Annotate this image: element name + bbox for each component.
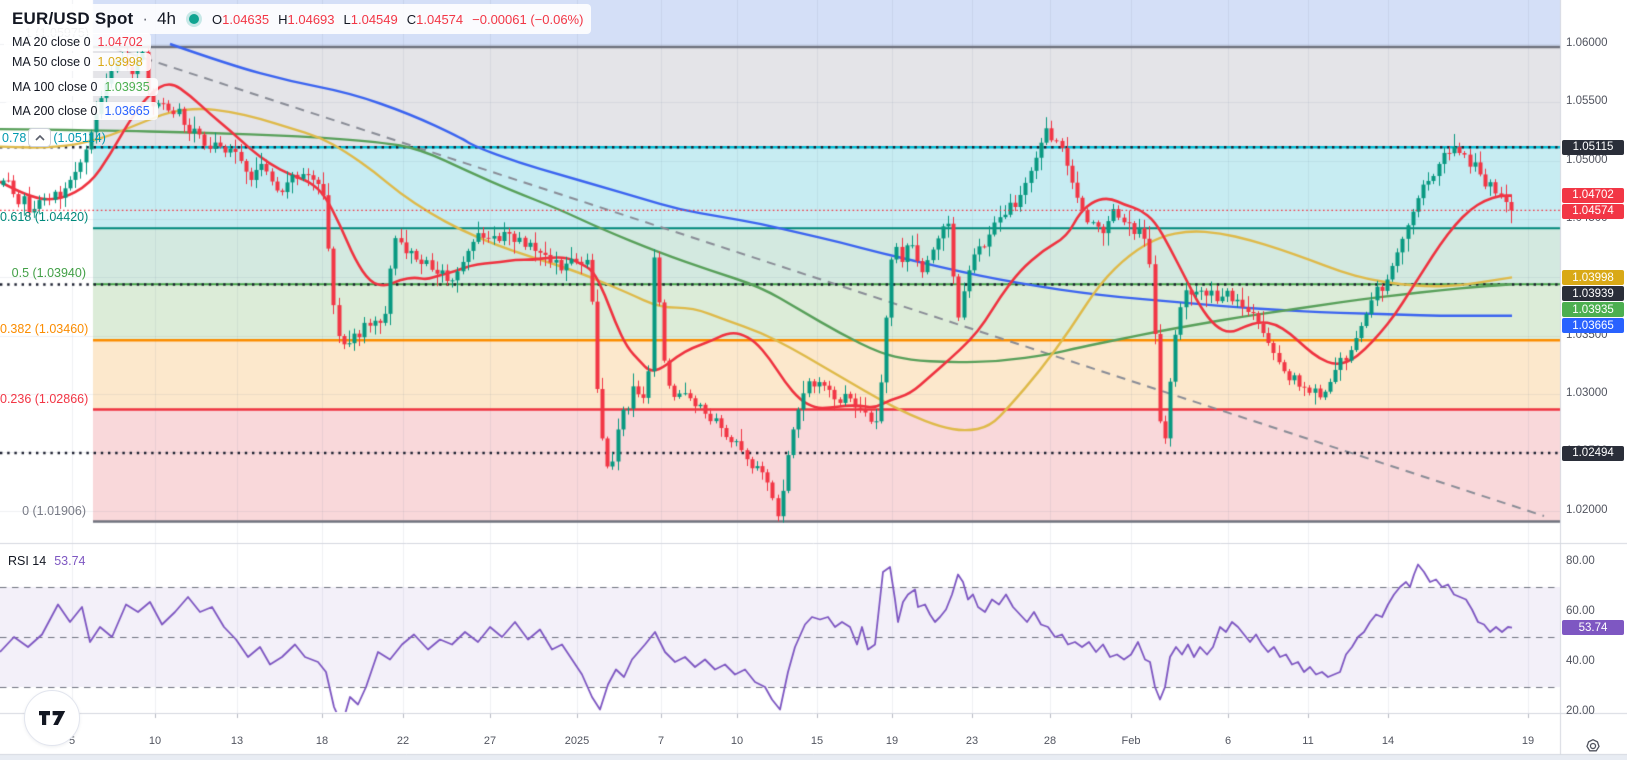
price-badge: 1.02494	[1562, 445, 1624, 461]
rsi-label: RSI 14	[8, 554, 47, 568]
time-axis-label: 11	[1302, 735, 1314, 747]
collapse-indicator-button[interactable]	[28, 128, 52, 147]
high-value: 1.04693	[287, 11, 335, 27]
title-separator: ·	[142, 9, 149, 28]
price-badge: 1.03935	[1562, 302, 1624, 318]
gear-icon	[1586, 738, 1600, 752]
time-axis-label: 23	[965, 735, 979, 747]
rsi-axis-label: 60.00	[1566, 605, 1595, 617]
fib-side-label: 0.382 (1.03460)	[0, 322, 89, 337]
ma-legend-value: 1.03665	[104, 104, 150, 118]
time-axis-label: 22	[396, 735, 410, 747]
price-axis-label: 1.05000	[1566, 153, 1608, 166]
time-axis-label: 10	[730, 735, 744, 747]
price-badge: 1.03939	[1562, 286, 1624, 302]
time-axis-label: 19	[1521, 735, 1535, 747]
time-axis-label: Feb	[1121, 735, 1141, 747]
interval-label[interactable]: 4h	[157, 9, 176, 28]
ma-legend-label: MA 50 close 0	[12, 55, 91, 69]
rsi-axis-label: 20.00	[1566, 705, 1595, 717]
ma-legend-label: MA 100 close 0	[12, 80, 98, 94]
fib-side-label: 0 (1.01906)	[22, 503, 86, 518]
low-label: L	[343, 11, 351, 27]
ma-legend-value: 1.04702	[97, 35, 143, 49]
ma-legend-value: 1.03998	[97, 55, 143, 69]
ma-100-legend-row[interactable]: MA 100 close 0 1.03935	[4, 78, 158, 96]
ohlc-values: O1.04635 H1.04693 L1.04549 C1.04574 −0.0…	[212, 12, 583, 27]
price-axis-label: 1.02000	[1566, 503, 1608, 516]
high-label: H	[278, 11, 288, 27]
ma-50-legend-row[interactable]: MA 50 close 0 1.03998	[4, 53, 151, 71]
rsi-axis-label: 40.00	[1566, 655, 1595, 667]
rsi-axis-label: 80.00	[1566, 555, 1595, 567]
time-axis-label: 28	[1043, 735, 1057, 747]
time-axis-label: 10	[148, 735, 162, 747]
low-value: 1.04549	[350, 11, 398, 27]
rsi-legend-row[interactable]: RSI 14 53.74	[8, 554, 86, 568]
price-axis-label: 1.05500	[1566, 95, 1608, 108]
time-axis-label: 15	[810, 735, 824, 747]
symbol-title[interactable]: EUR/USD Spot	[12, 9, 134, 28]
ma-legend-label: MA 20 close 0	[12, 35, 91, 49]
change-value: −0.00061 (−0.06%)	[472, 11, 584, 27]
ma-200-legend-row[interactable]: MA 200 close 0 1.03665	[4, 102, 158, 120]
price-badge: 1.04702	[1562, 187, 1624, 203]
symbol-legend-row[interactable]: EUR/USD Spot · 4h O1.04635 H1.04693 L1.0…	[4, 4, 592, 34]
open-label: O	[212, 11, 223, 27]
rsi-badge: 53.74	[1562, 620, 1624, 636]
fib-side-label: 0.618 (1.04420)	[0, 210, 89, 225]
time-axis-label: 5	[68, 735, 76, 747]
price-axis-label: 1.03000	[1566, 386, 1608, 399]
price-badge: 1.05115	[1562, 139, 1624, 155]
time-axis-label: 7	[657, 735, 665, 747]
chevron-up-icon	[35, 134, 45, 141]
time-axis-label: 2025	[564, 735, 590, 747]
time-axis-label: 6	[1224, 735, 1232, 747]
fib-collapsed-right: (1.05114)	[53, 130, 106, 145]
price-badge: 1.04574	[1562, 203, 1624, 219]
close-label: C	[406, 11, 417, 27]
time-axis-label: 13	[230, 735, 244, 747]
tradingview-logo-icon	[39, 711, 66, 725]
ma-20-legend-row[interactable]: MA 20 close 0 1.04702	[4, 33, 151, 51]
time-axis-label: 14	[1381, 735, 1395, 747]
fib-indicator-row: 0.78 (1.05114)	[2, 128, 106, 147]
fib-collapsed-left: 0.78	[2, 130, 27, 145]
close-value: 1.04574	[416, 11, 464, 27]
time-axis-label: 18	[315, 735, 329, 747]
market-status-dot-icon[interactable]	[189, 14, 199, 24]
ma-legend-label: MA 200 close 0	[12, 104, 98, 118]
price-badge: 1.03665	[1562, 318, 1624, 334]
fib-side-label: 0.5 (1.03940)	[11, 266, 86, 281]
open-value: 1.04635	[222, 11, 270, 27]
tradingview-logo[interactable]	[24, 690, 80, 746]
fib-side-label: 0.236 (1.02866)	[0, 391, 89, 406]
time-axis-label: 19	[885, 735, 899, 747]
rsi-value: 53.74	[54, 554, 86, 568]
timezone-settings-button[interactable]	[1584, 737, 1602, 755]
price-axis-label: 1.06000	[1566, 37, 1608, 49]
ma-legend-value: 1.03935	[104, 80, 150, 94]
time-axis-label: 27	[483, 735, 497, 747]
price-badge: 1.03998	[1562, 270, 1624, 286]
